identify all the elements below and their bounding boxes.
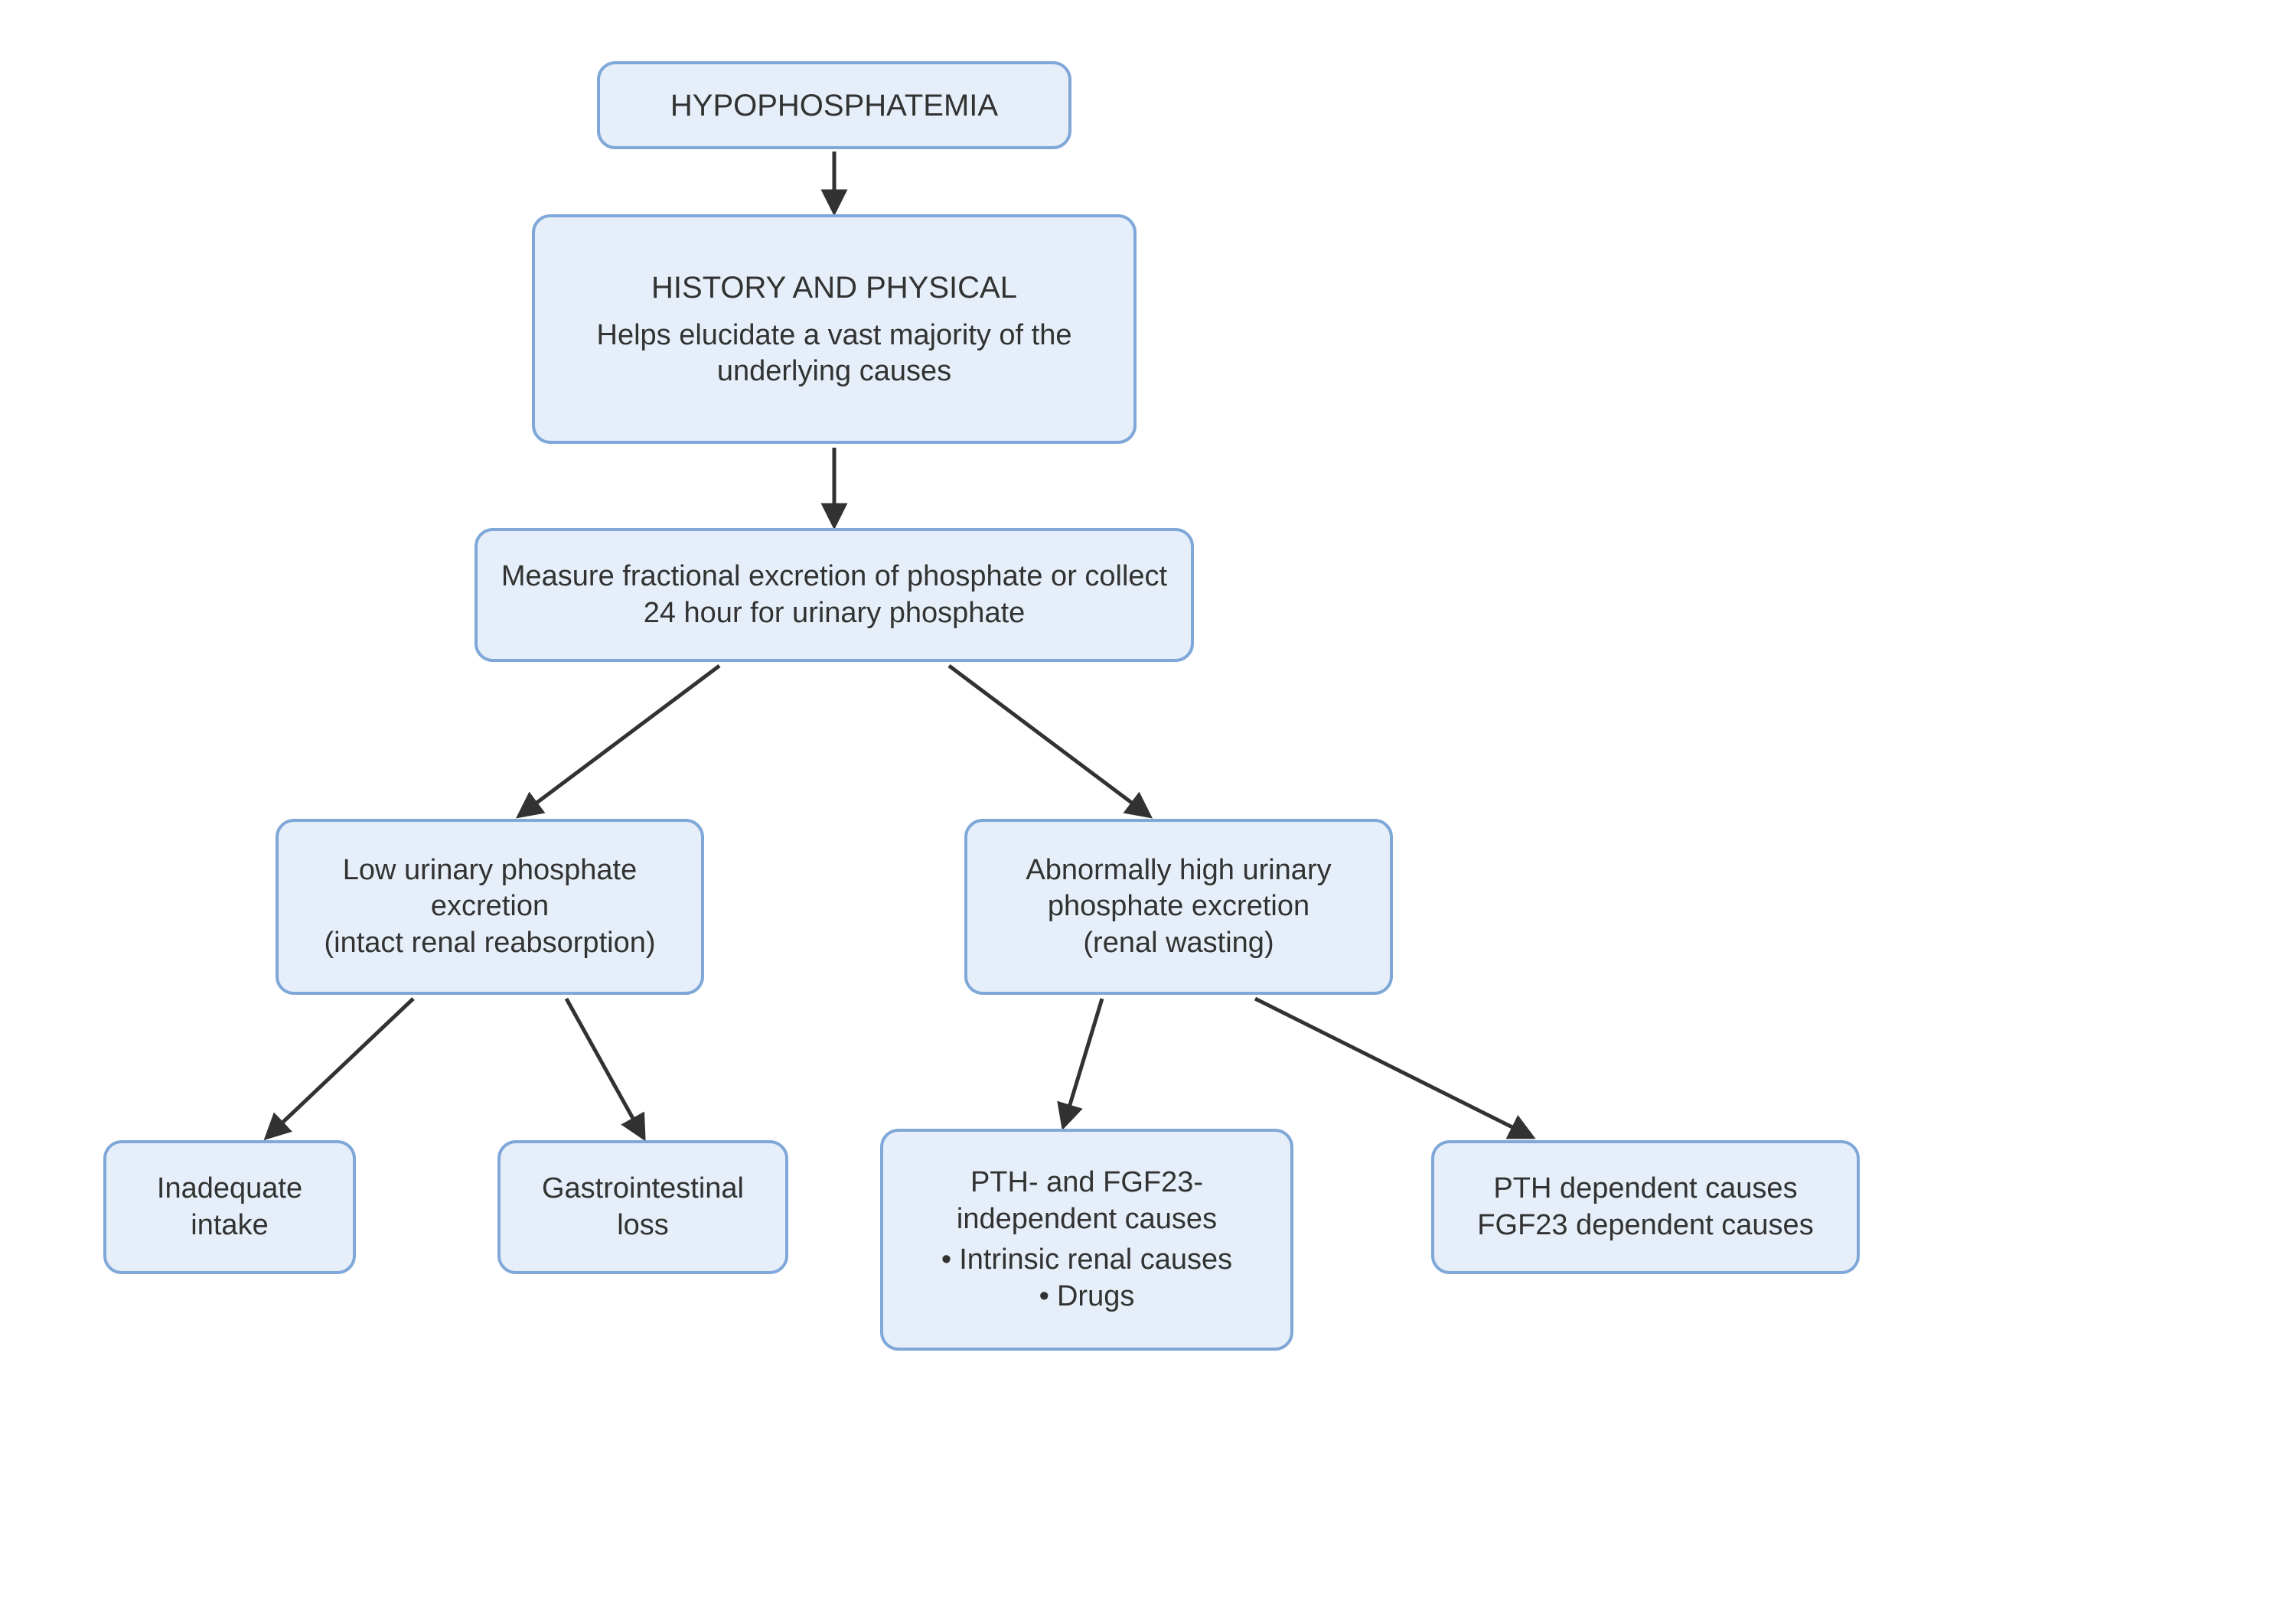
- node-text: Abnormally high urinaryphosphate excreti…: [1026, 852, 1331, 962]
- edge-low-intake: [268, 999, 413, 1136]
- node-pth-fgf23-independent: PTH- and FGF23-independent causes Intrin…: [880, 1129, 1293, 1351]
- edge-measure-high: [949, 666, 1148, 815]
- node-title: HISTORY AND PHYSICAL: [651, 269, 1017, 307]
- node-bullets: Intrinsic renal causesDrugs: [941, 1242, 1232, 1315]
- edge-high-dep: [1255, 999, 1531, 1136]
- node-inadequate-intake: Inadequateintake: [103, 1140, 356, 1274]
- node-text: Gastrointestinalloss: [542, 1171, 744, 1244]
- edge-measure-low: [520, 666, 719, 815]
- node-history-physical: HISTORY AND PHYSICAL Helps elucidate a v…: [532, 214, 1137, 444]
- node-title: HYPOPHOSPHATEMIA: [670, 86, 998, 125]
- edge-high-indep: [1064, 999, 1102, 1125]
- node-measure-excretion: Measure fractional excretion of phosphat…: [475, 528, 1194, 662]
- node-text: PTH dependent causesFGF23 dependent caus…: [1477, 1171, 1813, 1244]
- node-text: Measure fractional excretion of phosphat…: [497, 559, 1171, 631]
- edges-layer: [0, 0, 2296, 1607]
- node-high-urinary: Abnormally high urinaryphosphate excreti…: [964, 819, 1393, 995]
- node-text: Inadequateintake: [157, 1171, 302, 1244]
- node-low-urinary: Low urinary phosphateexcretion(intact re…: [276, 819, 704, 995]
- node-text: Low urinary phosphateexcretion(intact re…: [325, 852, 656, 962]
- edge-low-giloss: [566, 999, 643, 1136]
- node-pth-fgf23-dependent: PTH dependent causesFGF23 dependent caus…: [1431, 1140, 1860, 1274]
- flowchart-canvas: HYPOPHOSPHATEMIA HISTORY AND PHYSICAL He…: [0, 0, 2296, 1607]
- node-text: PTH- and FGF23-independent causes: [957, 1165, 1217, 1237]
- node-hypophosphatemia: HYPOPHOSPHATEMIA: [597, 61, 1071, 149]
- node-subtext: Helps elucidate a vast majority of the u…: [555, 318, 1114, 390]
- node-gi-loss: Gastrointestinalloss: [497, 1140, 788, 1274]
